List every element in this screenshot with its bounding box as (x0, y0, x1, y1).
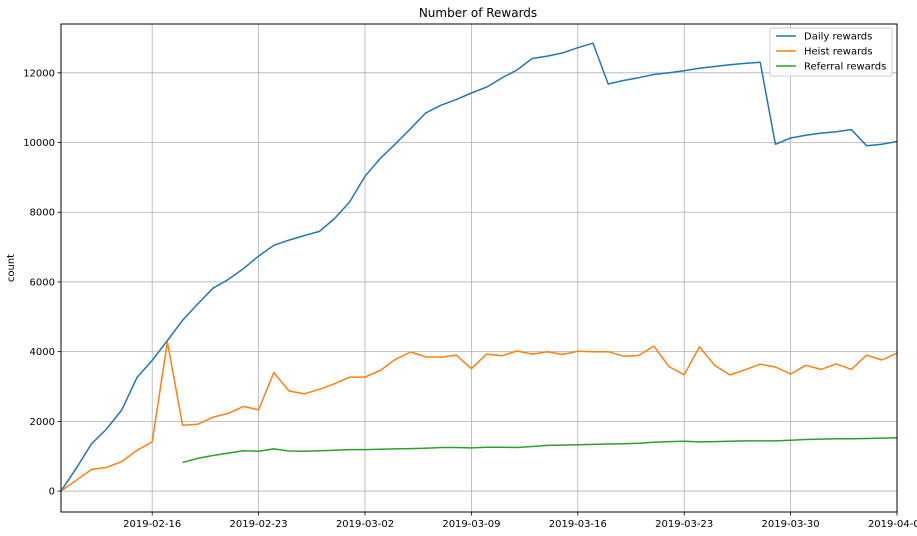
series-lines (60, 42, 898, 492)
y-tick-label: 10000 (23, 138, 55, 149)
y-axis-label: count (6, 254, 17, 282)
series-line-heist-rewards (60, 341, 898, 492)
x-tick-label: 2019-03-23 (655, 519, 713, 530)
axis-ticks: 2019-02-16 2019-02-23 2019-03-02 2019-03-09… (23, 68, 917, 530)
y-tick-label: 8000 (30, 208, 55, 219)
x-tick-label: 2019-04-06 (868, 519, 917, 530)
y-tick-label: 0 (49, 487, 55, 498)
series-line-daily-rewards (60, 42, 898, 492)
legend-box (769, 27, 893, 77)
legend-label-referral-rewards: Referral rewards (804, 62, 886, 73)
y-tick-label: 12000 (23, 68, 55, 79)
x-tick-label: 2019-03-09 (442, 519, 500, 530)
x-tick-label: 2019-02-23 (230, 519, 288, 530)
legend-label-daily-rewards: Daily rewards (804, 32, 872, 43)
chart-title: Number of Rewards (419, 6, 537, 20)
grid (61, 24, 898, 512)
y-tick-label: 2000 (30, 417, 55, 428)
x-tick-label: 2019-03-16 (549, 519, 607, 530)
x-tick-label: 2019-02-16 (123, 519, 181, 530)
plot-frame (60, 23, 898, 513)
x-tick-label: 2019-03-02 (336, 519, 394, 530)
legend-label-heist-rewards: Heist rewards (804, 47, 873, 58)
y-tick-label: 4000 (30, 347, 55, 358)
x-tick-label: 2019-03-30 (762, 519, 820, 530)
y-tick-label: 6000 (30, 277, 55, 288)
legend: Daily rewards Heist rewards Referral rewar… (769, 27, 893, 77)
series-line-referral-rewards (182, 437, 898, 464)
